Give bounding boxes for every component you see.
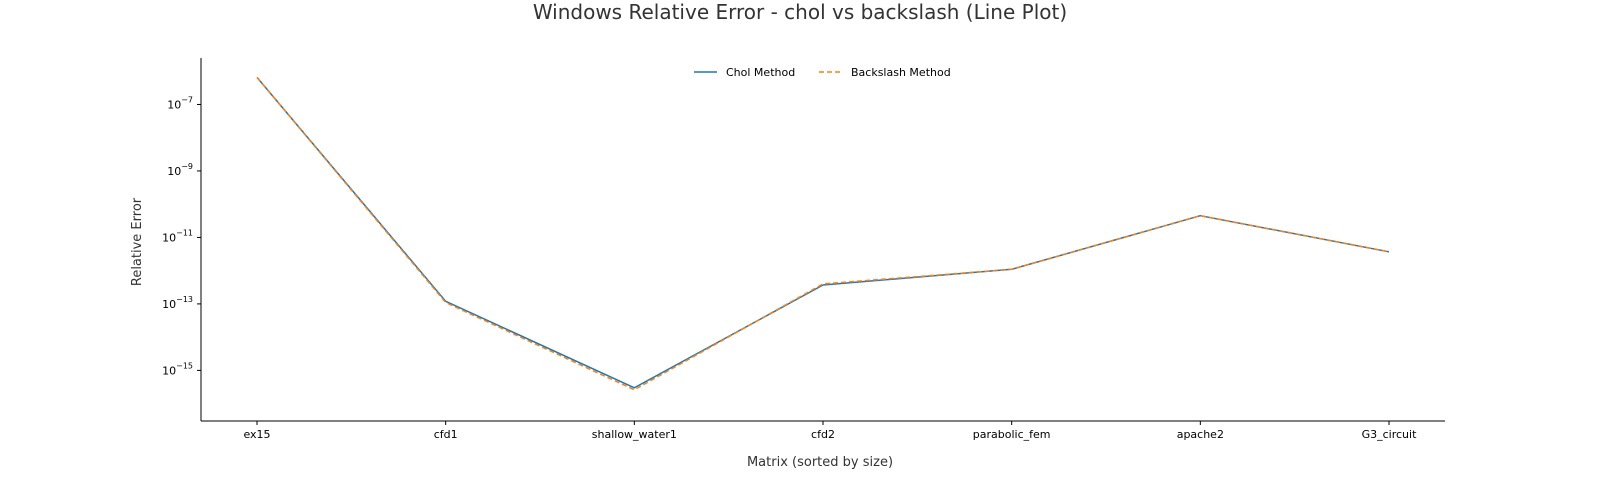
x-tick-label: apache2 [1177, 428, 1224, 441]
series-line-backslash [256, 76, 1390, 391]
x-ticks: ex15 cfd1 shallow_water1 cfd2 parabolic_fem a… [243, 421, 1417, 441]
y-tick-label: 10−13 [162, 295, 193, 311]
y-tick-label: 10−7 [167, 95, 193, 111]
plot-axes [200, 58, 1445, 422]
series-line-chol [256, 76, 1390, 389]
x-tick-label: ex15 [243, 428, 270, 441]
legend-label-chol: Chol Method [726, 66, 795, 79]
y-tick-label: 10−11 [162, 228, 193, 244]
y-tick-label: 10−9 [167, 162, 193, 178]
y-tick-label: 10−15 [162, 361, 193, 377]
chart-title: Windows Relative Error - chol vs backsla… [533, 0, 1067, 24]
x-tick-label: cfd1 [434, 428, 458, 441]
series-lines [256, 76, 1390, 391]
x-tick-label: cfd2 [811, 428, 835, 441]
legend-label-backslash: Backslash Method [851, 66, 951, 79]
x-axis-label: Matrix (sorted by size) [747, 455, 893, 470]
legend: Chol Method Backslash Method [694, 66, 951, 79]
y-axis-label: Relative Error [130, 197, 145, 286]
y-ticks: 10−7 10−9 10−11 10−13 10−15 [162, 95, 201, 377]
x-tick-label: G3_circuit [1362, 428, 1417, 441]
x-tick-label: parabolic_fem [973, 428, 1051, 441]
x-tick-label: shallow_water1 [592, 428, 677, 441]
